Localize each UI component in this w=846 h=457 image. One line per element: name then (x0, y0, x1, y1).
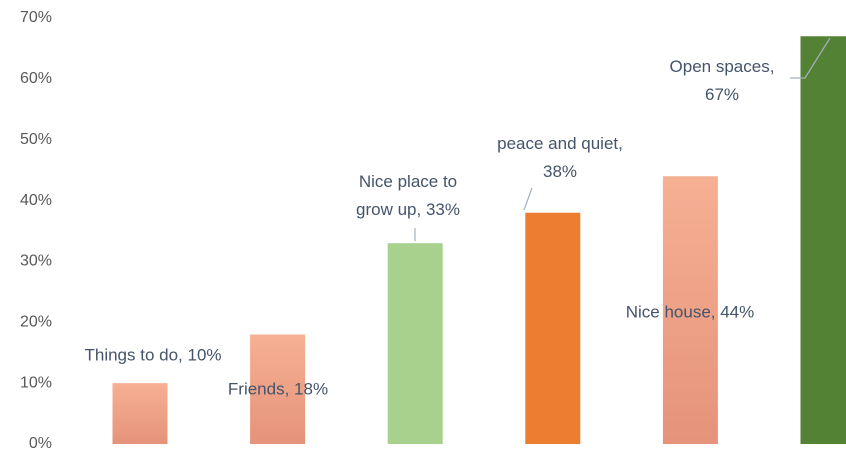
data-label: Nice place to grow up, 33% (356, 172, 460, 219)
y-tick-label: 30% (20, 253, 52, 270)
y-tick-label: 50% (20, 131, 52, 148)
data-label-line: Nice place to (359, 172, 457, 191)
bar (662, 176, 718, 444)
bar (525, 212, 581, 444)
data-label: Friends, 18% (228, 379, 328, 398)
y-tick-label: 70% (20, 9, 52, 26)
y-tick-label: 20% (20, 314, 52, 331)
bar (250, 334, 306, 444)
leader-line (790, 37, 831, 79)
data-label: Nice house, 44% (626, 302, 755, 321)
bar (387, 243, 443, 444)
data-label: peace and quiet, 38% (497, 134, 623, 181)
y-tick-label: 40% (20, 192, 52, 209)
bar (800, 36, 846, 444)
data-label: Open spaces, 67% (670, 57, 775, 104)
leader-line (523, 187, 533, 211)
data-label-line: Open spaces, (670, 57, 775, 76)
data-label-line: 38% (543, 162, 577, 181)
data-label: Things to do, 10% (84, 345, 221, 364)
data-label-line: grow up, 33% (356, 200, 460, 219)
data-label-line: 67% (705, 85, 739, 104)
bar (112, 383, 168, 444)
data-label-line: peace and quiet, (497, 134, 623, 153)
y-tick-label: 10% (20, 374, 52, 391)
y-tick-label: 0% (29, 435, 52, 452)
y-tick-label: 60% (20, 70, 52, 87)
